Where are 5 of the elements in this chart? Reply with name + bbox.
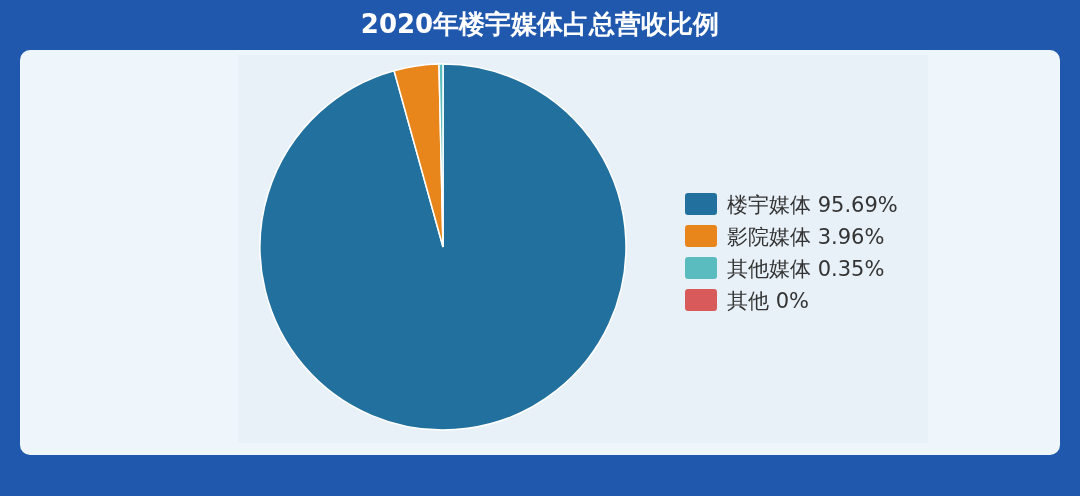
legend-label: 楼宇媒体 95.69% [727,193,898,217]
chart-title: 2020年楼宇媒体占总营收比例 [360,9,720,39]
legend-label: 其他 0% [727,289,809,313]
legend-label: 影院媒体 3.96% [727,225,885,249]
legend-label: 其他媒体 0.35% [727,257,885,281]
